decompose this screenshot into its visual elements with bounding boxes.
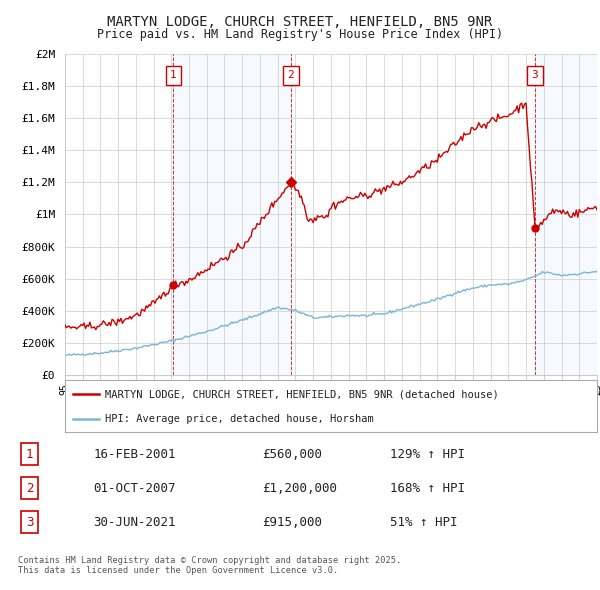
Text: 2: 2 (26, 481, 33, 495)
Text: 1: 1 (170, 70, 177, 80)
Text: 129% ↑ HPI: 129% ↑ HPI (391, 448, 466, 461)
Text: Price paid vs. HM Land Registry's House Price Index (HPI): Price paid vs. HM Land Registry's House … (97, 28, 503, 41)
Text: HPI: Average price, detached house, Horsham: HPI: Average price, detached house, Hors… (105, 414, 373, 424)
Text: 3: 3 (26, 516, 33, 529)
Text: 01-OCT-2007: 01-OCT-2007 (94, 481, 176, 495)
Text: 16-FEB-2001: 16-FEB-2001 (94, 448, 176, 461)
Text: £560,000: £560,000 (262, 448, 322, 461)
Bar (535, 54, 597, 375)
Text: 51% ↑ HPI: 51% ↑ HPI (391, 516, 458, 529)
Text: MARTYN LODGE, CHURCH STREET, HENFIELD, BN5 9NR: MARTYN LODGE, CHURCH STREET, HENFIELD, B… (107, 15, 493, 29)
Text: 168% ↑ HPI: 168% ↑ HPI (391, 481, 466, 495)
Text: 2: 2 (287, 70, 295, 80)
Text: £1,200,000: £1,200,000 (262, 481, 337, 495)
Text: Contains HM Land Registry data © Crown copyright and database right 2025.
This d: Contains HM Land Registry data © Crown c… (18, 556, 401, 575)
Text: MARTYN LODGE, CHURCH STREET, HENFIELD, BN5 9NR (detached house): MARTYN LODGE, CHURCH STREET, HENFIELD, B… (105, 389, 499, 399)
Text: £915,000: £915,000 (262, 516, 322, 529)
Text: 1: 1 (26, 448, 33, 461)
Text: 30-JUN-2021: 30-JUN-2021 (94, 516, 176, 529)
Text: 3: 3 (532, 70, 538, 80)
Bar (173, 54, 291, 375)
